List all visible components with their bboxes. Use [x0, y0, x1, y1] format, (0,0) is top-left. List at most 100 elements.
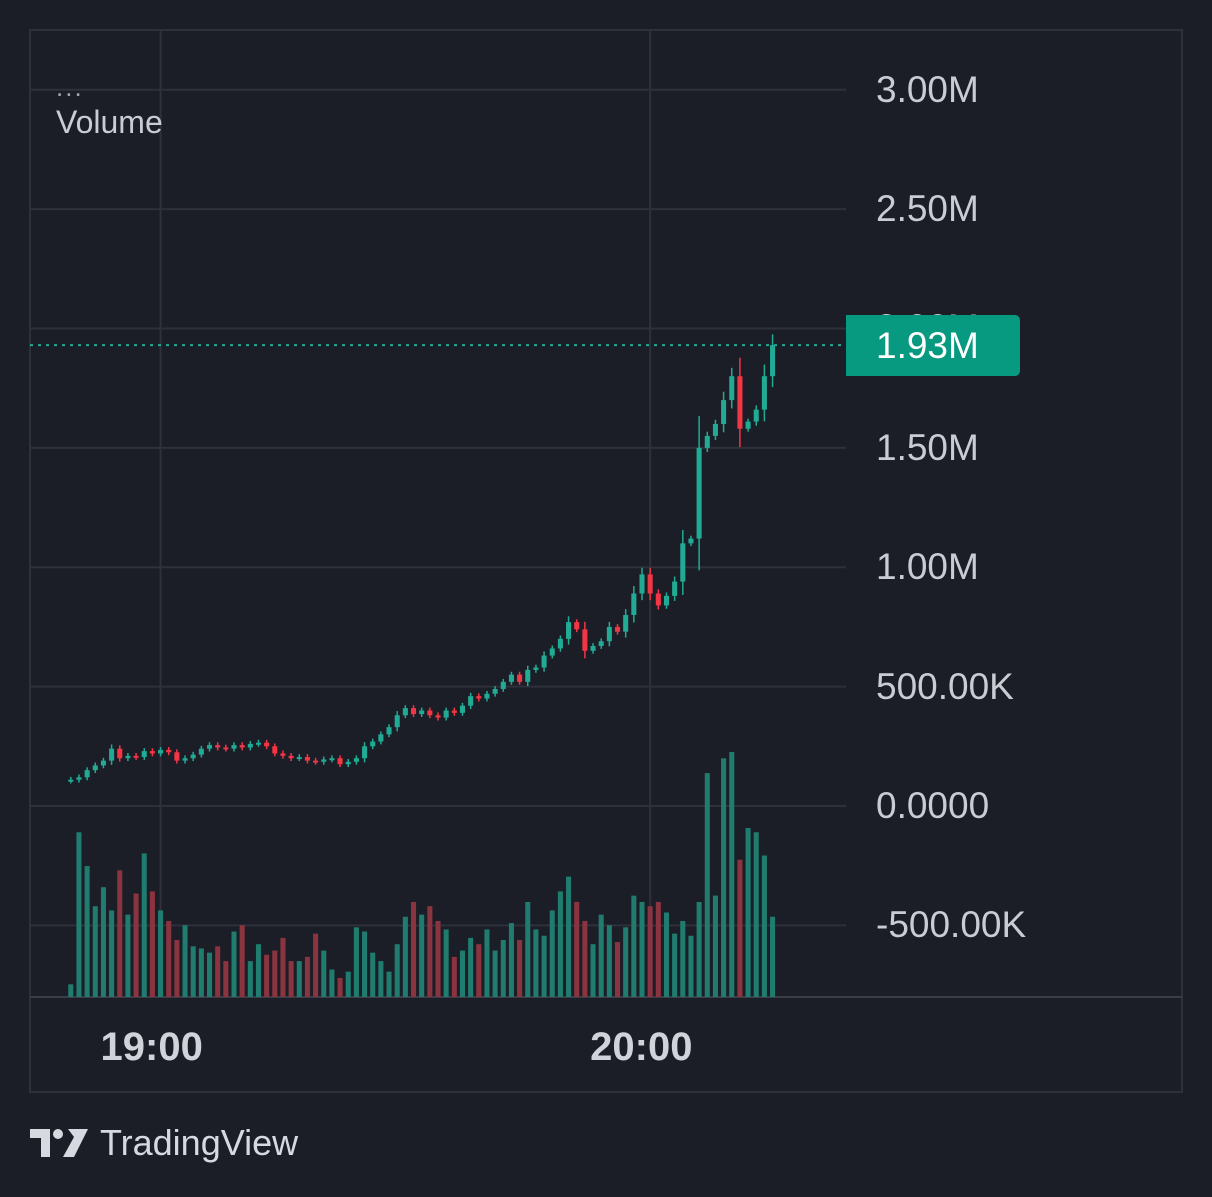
price-candle [704, 431, 710, 453]
candle-body [280, 753, 286, 756]
candle-body [557, 638, 563, 649]
price-candle [484, 690, 490, 702]
price-candle [68, 776, 74, 784]
last-price-badge: 1.93M [846, 315, 1020, 377]
price-candle [198, 745, 204, 758]
price-candle [770, 334, 776, 388]
candle-body [484, 693, 490, 699]
candle-body [427, 710, 433, 716]
price-candle [606, 621, 612, 647]
volume-bar [402, 916, 408, 997]
volume-bar [606, 925, 612, 997]
series-legend: ... Volume [56, 74, 163, 144]
price-candle [696, 416, 702, 571]
price-candle [566, 616, 572, 645]
candle-body [231, 745, 237, 749]
volume-bar [549, 910, 555, 997]
price-candle [296, 754, 302, 762]
volume-bar [468, 937, 474, 997]
volume-bar [394, 944, 400, 997]
price-candle [100, 757, 106, 769]
volume-bar [239, 925, 245, 997]
volume-bar [582, 920, 588, 997]
volume-bar [712, 895, 718, 997]
candle-body [712, 423, 718, 436]
tradingview-branding[interactable]: TradingView [30, 1120, 298, 1166]
candle-body [321, 759, 327, 762]
price-candle [378, 731, 384, 745]
price-candle [451, 707, 457, 716]
candle-body [109, 748, 115, 761]
volume-bar [451, 956, 457, 997]
candle-body [223, 747, 229, 750]
volume-bar [280, 937, 286, 997]
candle-body [402, 708, 408, 716]
candle-body [476, 696, 482, 699]
price-axis-tick-label: 1.50M [876, 426, 979, 468]
time-axis-tick-label: 19:00 [100, 1025, 203, 1069]
price-candle [92, 762, 98, 774]
volume-bar [680, 920, 686, 997]
price-candle [247, 741, 253, 751]
volume-bar [639, 901, 645, 997]
candle-body [574, 622, 580, 630]
price-candle [598, 638, 604, 649]
volume-bar [484, 929, 490, 997]
price-candle [623, 609, 629, 638]
volume-bar [264, 954, 270, 997]
volume-bar [753, 832, 759, 997]
volume-bar [427, 906, 433, 997]
price-candle [541, 651, 547, 672]
volume-bar [133, 893, 139, 997]
candle-body [353, 758, 359, 762]
price-candle [362, 742, 368, 763]
volume-bar [672, 933, 678, 997]
volume-bar [92, 906, 98, 997]
price-axis-tick-label: -500.00K [876, 904, 1027, 946]
volume-bar [215, 946, 221, 997]
price-candle [288, 752, 294, 762]
price-candle [304, 754, 310, 764]
candle-body [631, 593, 637, 615]
candle-body [614, 626, 621, 632]
volume-bar [500, 939, 506, 997]
volume-bar [141, 853, 147, 997]
volume-bar [353, 927, 359, 997]
price-candle [631, 585, 637, 623]
price-candle [402, 705, 408, 719]
candle-body [688, 538, 694, 544]
candle-body [264, 742, 270, 747]
candle-body [451, 710, 457, 713]
price-candle [427, 707, 433, 719]
legend-menu-icon[interactable]: ... [56, 72, 84, 102]
price-axis-tick-label: 3.00M [876, 68, 979, 110]
candle-body [117, 748, 123, 759]
candle-body [443, 710, 449, 718]
candle-body [386, 727, 392, 735]
price-candle [84, 767, 90, 781]
candle-body [663, 595, 670, 606]
price-candle [182, 755, 188, 764]
price-candle [468, 692, 474, 710]
price-candles [68, 334, 776, 784]
candle-body [313, 760, 319, 763]
volume-bar [557, 891, 563, 997]
price-candle [574, 619, 580, 633]
candle-body [239, 745, 245, 748]
volume-bar [508, 923, 514, 997]
candle-body [329, 758, 335, 761]
price-candle [647, 567, 653, 601]
price-candle [166, 747, 172, 756]
price-candle [280, 750, 286, 759]
candle-body [68, 779, 74, 782]
volume-bar [533, 929, 539, 997]
volume-bar [247, 961, 253, 997]
volume-bar [304, 956, 310, 997]
volume-bars [68, 752, 776, 997]
volume-bar [574, 901, 580, 997]
candle-body [410, 708, 417, 715]
volume-bar [313, 933, 319, 997]
price-candle [639, 567, 645, 601]
volume-bar [590, 944, 596, 997]
candle-body [696, 447, 702, 539]
